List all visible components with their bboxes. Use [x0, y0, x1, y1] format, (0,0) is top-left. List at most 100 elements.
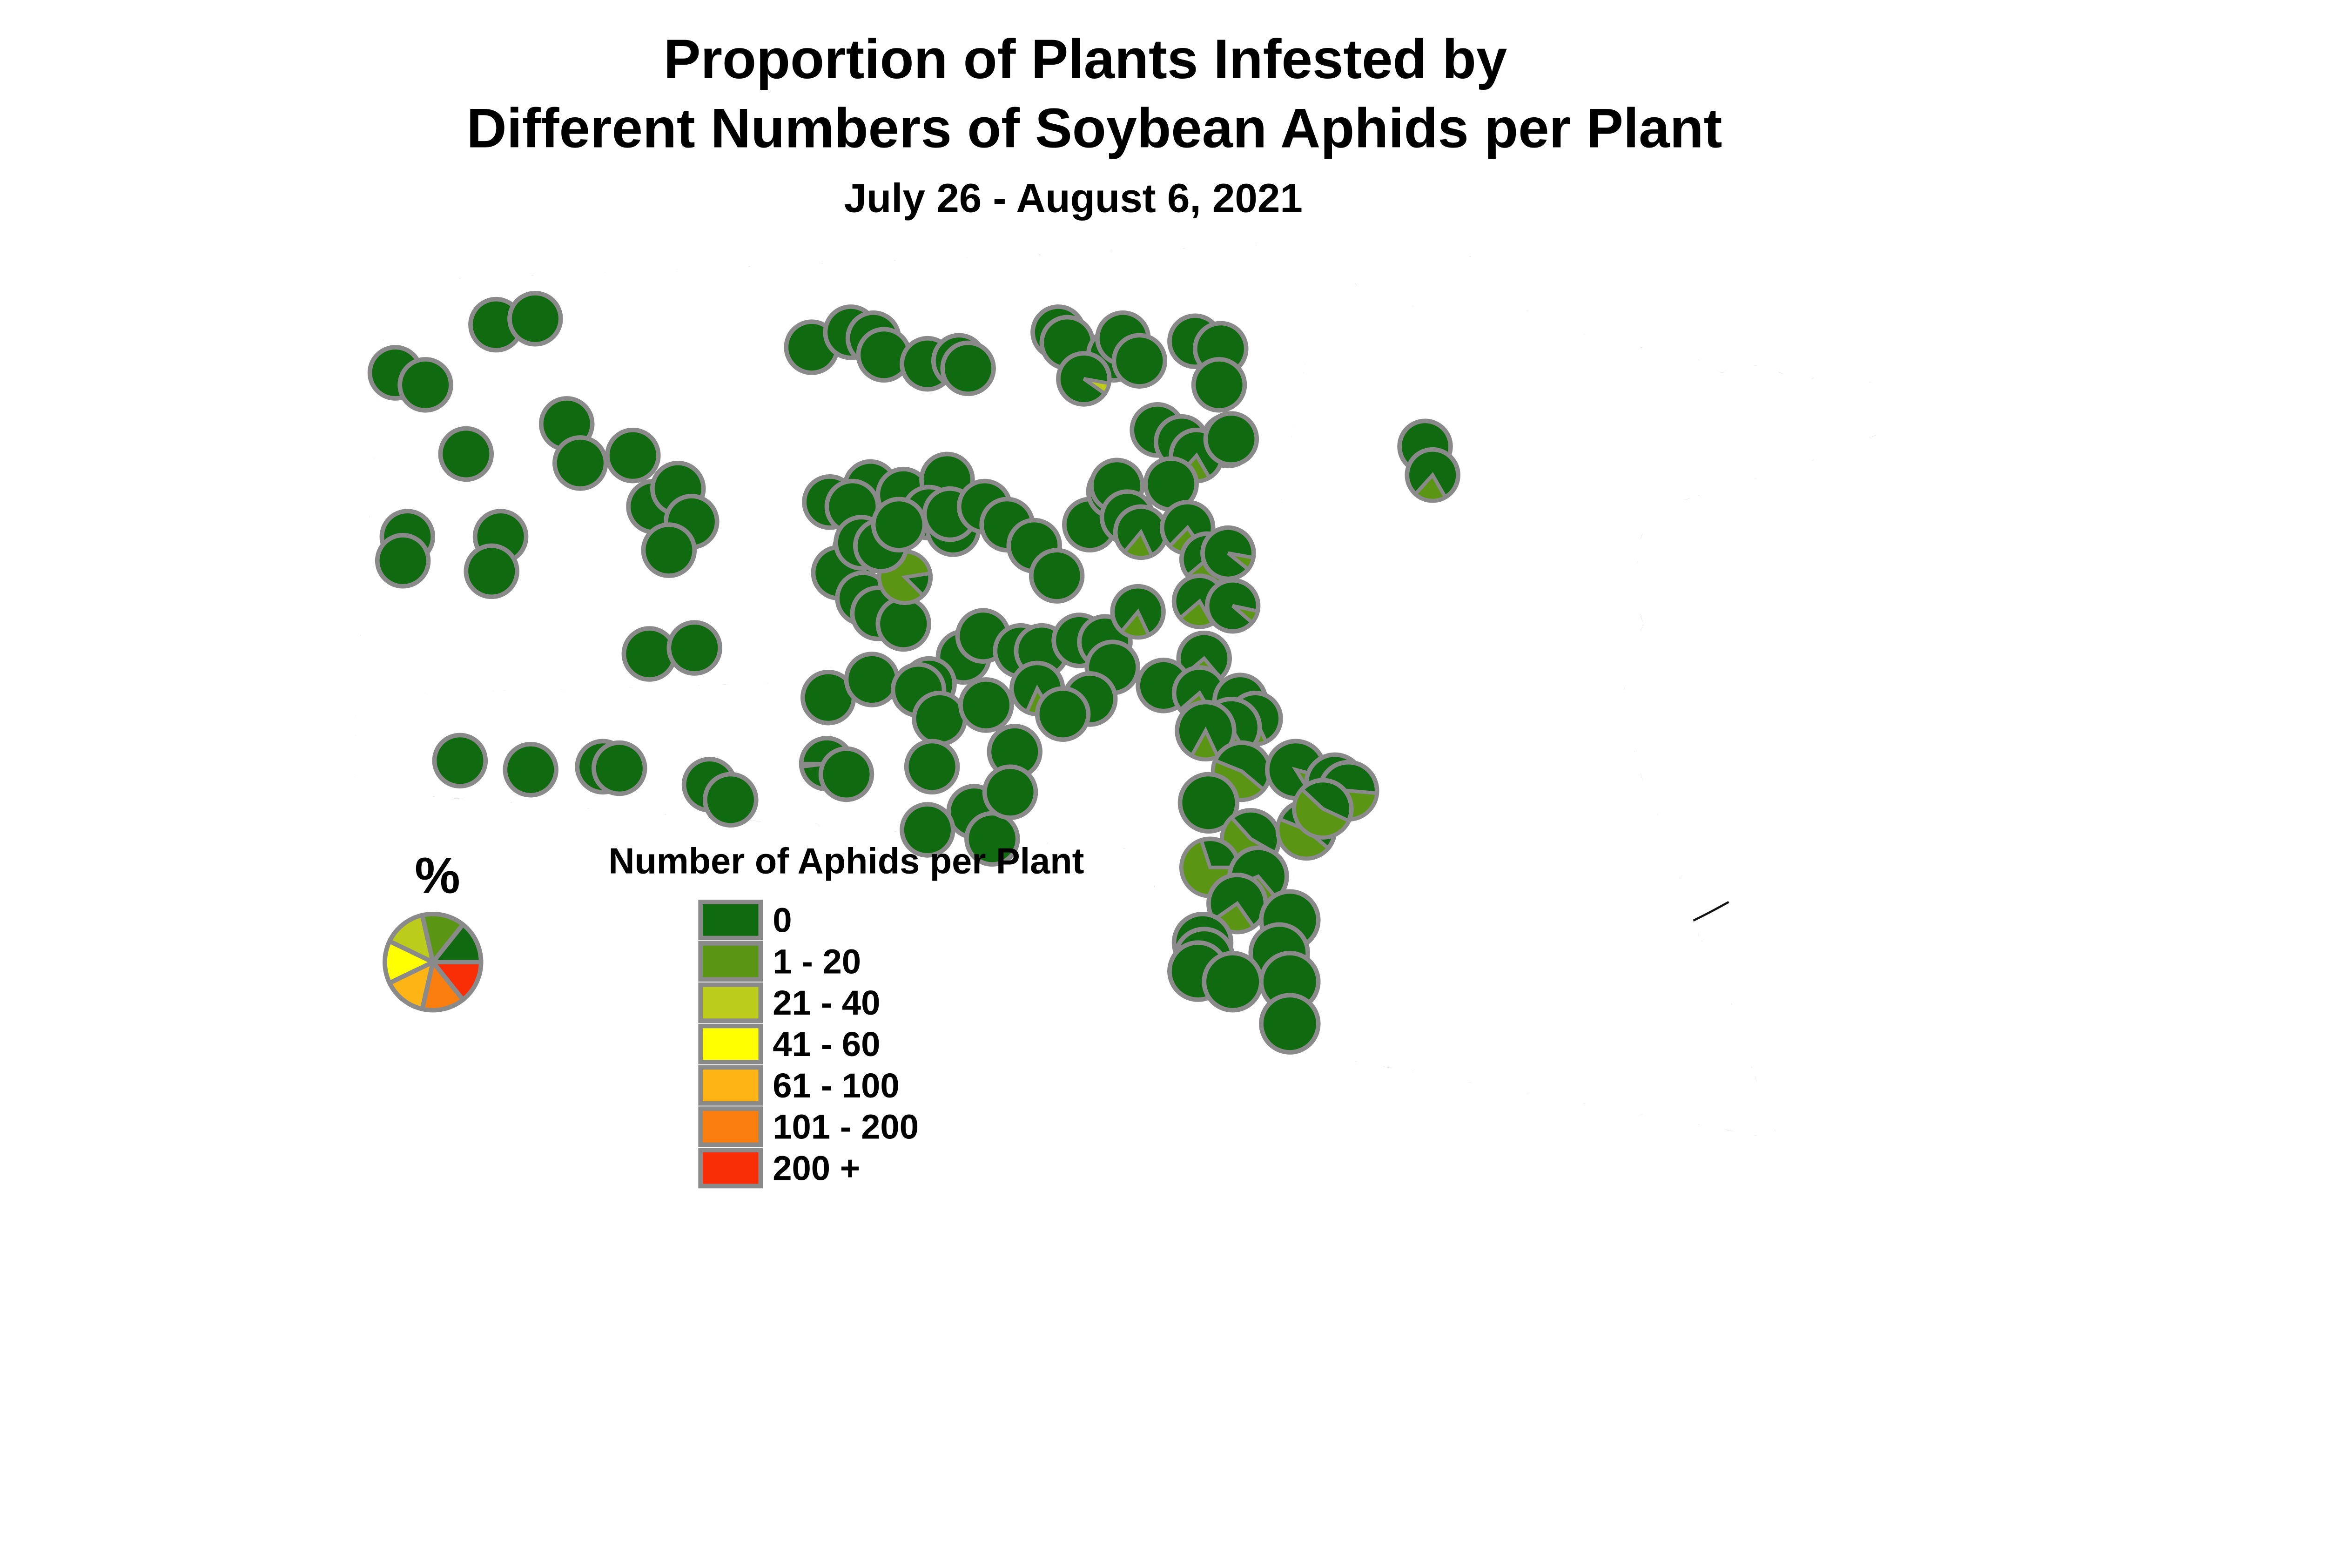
legend-row: 41 - 60	[698, 1023, 880, 1064]
pie-marker	[1029, 548, 1085, 604]
pie-marker-base	[438, 426, 494, 482]
pie-marker-base	[464, 543, 519, 599]
pie-marker-base	[503, 741, 558, 798]
pie-marker-wedge	[1122, 529, 1154, 560]
pie-marker-base	[911, 691, 968, 747]
pie-marker-base	[432, 733, 488, 789]
pie-marker-base	[1191, 357, 1247, 413]
legend-row: 0	[698, 900, 792, 941]
pie-marker	[940, 340, 996, 397]
pie-marker-base	[552, 435, 608, 491]
pie-marker-base	[591, 740, 647, 796]
pie-marker-base	[703, 772, 759, 828]
pie-marker-base	[871, 497, 927, 553]
pie-marker-base	[375, 533, 431, 589]
pie-marker	[1202, 950, 1264, 1013]
pie-marker-base	[1035, 686, 1091, 742]
pie-marker-wedge	[1227, 551, 1256, 572]
pie-marker-wedge	[1177, 598, 1215, 629]
legend-swatch	[698, 982, 763, 1023]
pie-marker-wedge	[1083, 377, 1111, 397]
legend-swatch	[698, 1023, 763, 1064]
pie-marker	[641, 522, 697, 578]
pie-marker	[1111, 333, 1168, 389]
pie-marker	[1292, 778, 1354, 840]
pie-marker	[703, 772, 759, 828]
legend-sample-pie	[383, 911, 484, 1013]
legend-swatch	[698, 1106, 763, 1147]
pie-marker	[1035, 686, 1091, 742]
pie-marker	[432, 733, 488, 789]
legend-row: 200 +	[698, 1148, 860, 1189]
pie-marker	[1259, 993, 1321, 1055]
pie-marker	[1200, 525, 1256, 581]
pie-marker	[666, 620, 723, 676]
pie-marker	[904, 739, 960, 795]
pie-marker	[1056, 351, 1112, 407]
legend-row: 61 - 100	[698, 1065, 900, 1106]
legend-label: 61 - 100	[773, 1066, 900, 1105]
pie-marker	[591, 740, 647, 796]
pie-marker-base	[958, 677, 1014, 733]
pie-marker	[958, 677, 1014, 733]
pie-marker	[464, 543, 519, 599]
pie-marker	[621, 626, 678, 682]
pie-marker	[1110, 584, 1166, 640]
legend-swatch	[698, 941, 763, 982]
pie-marker-base	[1202, 950, 1264, 1013]
pie-marker-base	[1111, 333, 1168, 389]
pie-marker-base	[904, 739, 960, 795]
pie-marker	[1405, 447, 1460, 503]
pie-marker-base	[1177, 772, 1240, 834]
pie-marker	[438, 426, 494, 482]
pie-marker	[507, 290, 563, 347]
pie-marker-base	[641, 522, 697, 578]
title-line2: Different Numbers of Soybean Aphids per …	[466, 98, 1722, 160]
pie-marker	[1204, 578, 1261, 634]
legend-swatch	[698, 1148, 763, 1189]
map-figure: Proportion of Plants Infested by Differe…	[0, 28, 2327, 1189]
pie-marker-base	[844, 652, 900, 707]
legend-header: Number of Aphids per Plant	[609, 841, 1084, 882]
pie-marker-base	[900, 802, 955, 858]
pie-marker-wedge	[1276, 816, 1331, 861]
pie-marker	[844, 652, 900, 707]
pie-marker	[911, 691, 968, 747]
pie-marker	[875, 596, 931, 652]
pie-marker-base	[940, 340, 996, 397]
pie-marker-base	[1203, 411, 1259, 467]
pie-marker-base	[818, 746, 874, 802]
legend-swatch	[698, 900, 763, 941]
pie-markers	[367, 290, 1460, 1055]
pie-marker	[1177, 772, 1240, 834]
legend-percent-label: %	[415, 848, 460, 904]
legend-row: 101 - 200	[698, 1106, 919, 1147]
pie-marker	[818, 746, 874, 802]
legend-row: 1 - 20	[698, 941, 861, 982]
pie-marker	[503, 741, 558, 798]
legend-label: 101 - 200	[773, 1108, 919, 1146]
pie-marker-base	[875, 596, 931, 652]
pie-marker	[1203, 411, 1259, 467]
legend-swatch	[698, 1065, 763, 1106]
pie-marker	[1175, 700, 1237, 761]
map-canvas: Proportion of Plants Infested by Differe…	[0, 28, 2327, 1189]
pie-marker	[375, 533, 431, 589]
pie-marker	[871, 497, 927, 553]
subtitle: July 26 - August 6, 2021	[844, 175, 1303, 221]
pie-marker	[605, 427, 661, 484]
title-line1: Proportion of Plants Infested by	[664, 28, 1507, 90]
pie-marker	[900, 802, 955, 858]
pie-marker-base	[982, 764, 1038, 820]
pie-marker-base	[621, 626, 678, 682]
pie-marker-base	[605, 427, 661, 484]
pie-marker-base	[397, 357, 453, 413]
pie-marker-base	[666, 620, 723, 676]
pie-marker-base	[1259, 993, 1321, 1055]
title-block: Proportion of Plants Infested by Differe…	[466, 28, 1722, 221]
legend: % Number of Aphids per Plant 01 - 2021 -…	[383, 841, 1084, 1189]
legend-label: 21 - 40	[773, 983, 880, 1022]
pie-marker-base	[507, 290, 563, 347]
legend-label: 41 - 60	[773, 1025, 880, 1063]
